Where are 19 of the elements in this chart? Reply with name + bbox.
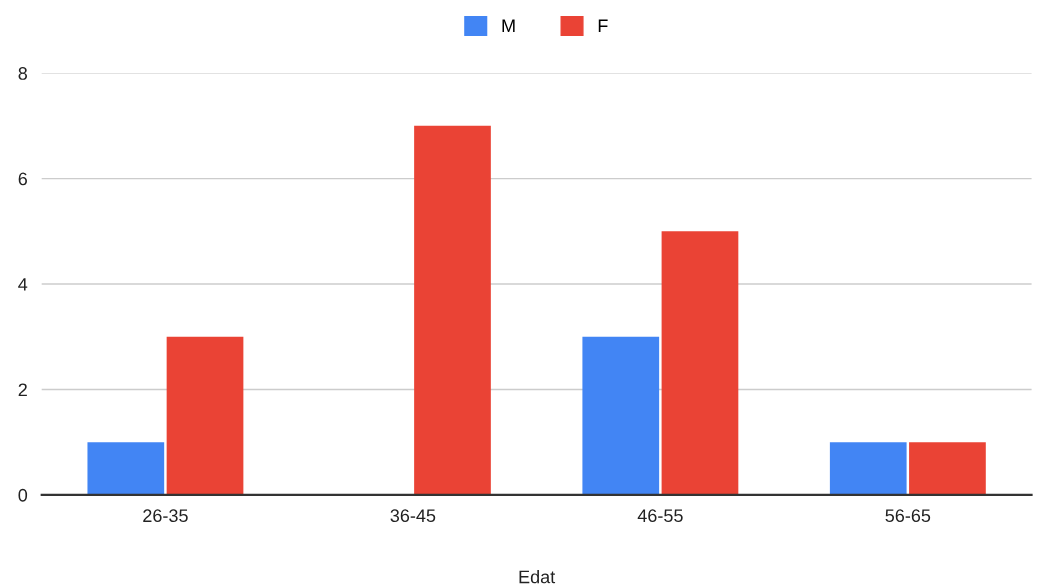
- y-tick-label: 6: [18, 172, 27, 186]
- x-tick-label: 36-45: [390, 509, 436, 523]
- x-tick-label: 46-55: [637, 509, 683, 523]
- y-tick-label: 8: [18, 67, 28, 80]
- bar: [909, 442, 986, 495]
- bar: [414, 125, 491, 495]
- y-tick-label: 4: [18, 278, 28, 291]
- y-tick-label: 2: [18, 383, 27, 397]
- bar: [87, 442, 165, 495]
- legend-label: F: [598, 19, 608, 33]
- bar: [661, 231, 739, 495]
- x-axis-title: Edat: [519, 570, 556, 584]
- x-tick-label: 26-35: [143, 509, 188, 523]
- y-tick-label: 0: [18, 488, 28, 502]
- bar: [582, 336, 660, 495]
- legend-label: M: [502, 19, 515, 33]
- x-tick-label: 56-65: [885, 509, 931, 523]
- bar: [166, 336, 244, 495]
- bar: [829, 442, 907, 495]
